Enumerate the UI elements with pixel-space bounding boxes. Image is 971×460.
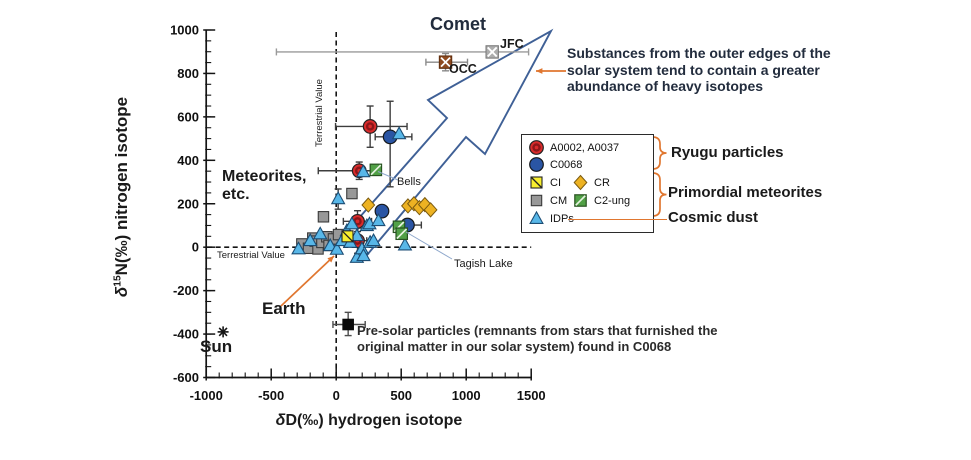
y-tick-label: 200 — [177, 196, 199, 211]
legend-label-idps: IDPs — [550, 212, 574, 225]
legend-label-cm: CM — [550, 194, 568, 207]
x-tick-label: 1500 — [517, 388, 546, 403]
c2ung-square-icon — [572, 192, 589, 209]
series-pre-solar-particles-found-in-c0068 — [332, 311, 366, 337]
x-axis-title: δD(‰) hydrogen isotope — [206, 412, 532, 430]
axes: -1000 -500 0 500 1000 1500 1000 800 600 400 200 0 -2… — [170, 23, 546, 404]
series-ci — [341, 230, 354, 243]
legend: A0002, A0037 C0068 CI CR CM C2-ung IDPs — [521, 134, 667, 233]
red-circle-icon — [528, 139, 545, 156]
group-label-ryugu: Ryugu particles — [671, 144, 784, 161]
x-tick-label: -1000 — [190, 388, 223, 403]
meteorites-label: Meteorites, etc. — [222, 168, 306, 204]
callout-overlays — [280, 68, 667, 307]
y-tick-label: 800 — [177, 66, 199, 81]
outer-note-line1: Substances from the outer edges of the — [567, 45, 831, 61]
y-tick-label: -400 — [173, 327, 199, 342]
tagish-lake-label: Tagish Lake — [454, 258, 513, 270]
y-tick-label: 600 — [177, 109, 199, 124]
occ-label: OCC — [449, 62, 477, 76]
legend-label-cr: CR — [594, 176, 610, 189]
series-occ — [425, 52, 469, 72]
legend-row-c2ung: C2-ung — [572, 192, 630, 209]
legend-label-a0002: A0002, A0037 — [550, 141, 620, 154]
series-c2-ung — [369, 163, 409, 241]
legend-label-ci: CI — [550, 176, 561, 189]
cm-square-icon — [528, 192, 545, 209]
cosmic-dust-leader-line — [568, 219, 667, 220]
x-tick-label: 500 — [390, 388, 412, 403]
series-cr — [361, 196, 438, 218]
x-axis-delta: δ — [275, 412, 286, 429]
x-tick-label: 0 — [333, 388, 340, 403]
presolar-line2: original matter in our solar system) fou… — [357, 338, 672, 354]
y-tick-label: 1000 — [170, 23, 199, 38]
legend-row-idps: IDPs — [528, 210, 574, 227]
jfc-label: JFC — [500, 37, 524, 51]
outer-solar-system-arrow — [336, 28, 554, 262]
idp-triangle-icon — [528, 210, 545, 227]
presolar-note: Pre-solar particles (remnants from stars… — [357, 323, 717, 354]
legend-label-c0068: C0068 — [550, 158, 583, 171]
y-tick-label: -200 — [173, 283, 199, 298]
legend-label-c2ung: C2-ung — [594, 194, 631, 207]
cr-diamond-icon — [572, 174, 589, 191]
x-axis-rest: D(‰) hydrogen isotope — [285, 412, 463, 429]
x-tick-label: 1000 — [452, 388, 481, 403]
earth-label: Earth — [262, 299, 306, 318]
y-tick-label: -600 — [173, 370, 199, 385]
outer-note-line2: solar system tend to contain a greater — [567, 61, 820, 78]
legend-row-cr: CR — [572, 174, 610, 191]
terrestrial-value-vertical: Terrestrial Value — [314, 79, 325, 147]
blue-circle-icon — [528, 156, 545, 173]
meteorites-line1: Meteorites, — [222, 168, 307, 185]
meteorites-line2: etc. — [222, 186, 250, 203]
terrestrial-value-horizontal: Terrestrial Value — [217, 250, 285, 261]
ci-square-icon — [528, 174, 545, 191]
y-tick-label: 400 — [177, 153, 199, 168]
y-axis-title: δ15N(‰) nitrogen isotope — [112, 47, 132, 347]
y-tick-label: 0 — [192, 240, 199, 255]
sun-label: Sun — [200, 337, 233, 356]
group-label-cosmic: Cosmic dust — [668, 209, 759, 226]
y-axis-delta: δ — [112, 286, 131, 298]
y-axis-rest: N(‰) nitrogen isotope — [112, 96, 131, 276]
legend-row-ci: CI — [528, 174, 561, 191]
series-jfc — [275, 45, 530, 59]
x-tick-label: -500 — [258, 388, 284, 403]
legend-row-c0068: C0068 — [528, 156, 582, 173]
y-axis-sup: 15 — [112, 275, 124, 287]
group-label-primordial: Primordial meteorites — [668, 184, 823, 201]
series-sun — [217, 326, 229, 338]
legend-row-cm: CM — [528, 192, 567, 209]
bells-label: Bells — [397, 176, 421, 188]
legend-row-a0002: A0002, A0037 — [528, 139, 619, 156]
comet-label: Comet — [430, 14, 487, 34]
outer-note-line3: abundance of heavy isotopes — [567, 78, 764, 94]
outer-note: Substances from the outer edges of the s… — [567, 45, 831, 95]
presolar-line1: Pre-solar particles (remnants from stars… — [357, 323, 718, 338]
